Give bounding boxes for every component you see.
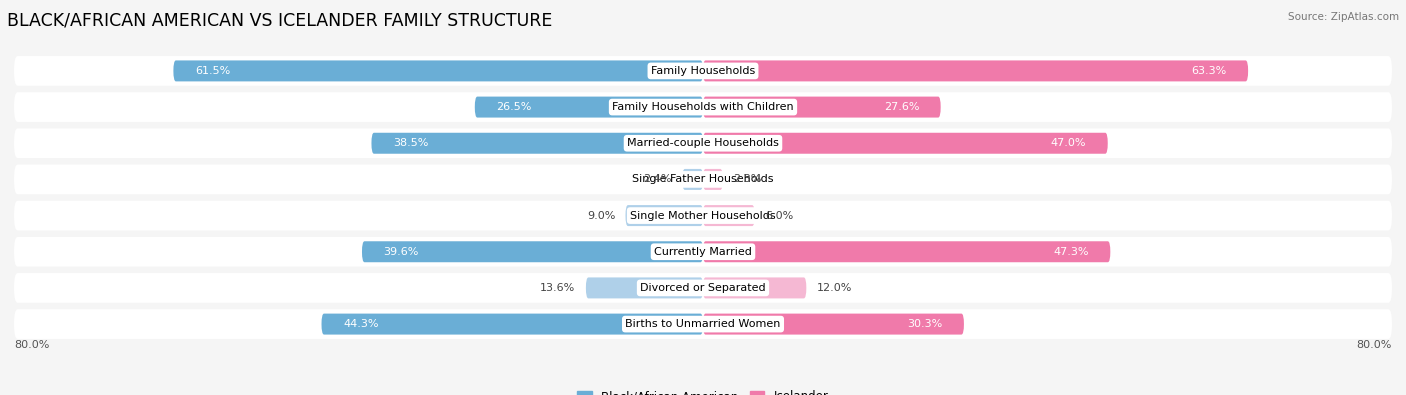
Text: Family Households: Family Households bbox=[651, 66, 755, 76]
Text: BLACK/AFRICAN AMERICAN VS ICELANDER FAMILY STRUCTURE: BLACK/AFRICAN AMERICAN VS ICELANDER FAMI… bbox=[7, 12, 553, 30]
Text: 9.0%: 9.0% bbox=[586, 211, 616, 220]
FancyBboxPatch shape bbox=[14, 201, 1392, 230]
FancyBboxPatch shape bbox=[14, 165, 1392, 194]
Text: 30.3%: 30.3% bbox=[907, 319, 942, 329]
Legend: Black/African American, Icelander: Black/African American, Icelander bbox=[572, 385, 834, 395]
Text: 39.6%: 39.6% bbox=[384, 247, 419, 257]
Text: 44.3%: 44.3% bbox=[343, 319, 378, 329]
Text: 12.0%: 12.0% bbox=[817, 283, 852, 293]
Text: 6.0%: 6.0% bbox=[765, 211, 793, 220]
FancyBboxPatch shape bbox=[371, 133, 703, 154]
Text: 47.3%: 47.3% bbox=[1053, 247, 1088, 257]
Text: 26.5%: 26.5% bbox=[496, 102, 531, 112]
Text: Married-couple Households: Married-couple Households bbox=[627, 138, 779, 148]
FancyBboxPatch shape bbox=[703, 169, 723, 190]
FancyBboxPatch shape bbox=[703, 241, 1111, 262]
FancyBboxPatch shape bbox=[626, 205, 703, 226]
Text: Births to Unmarried Women: Births to Unmarried Women bbox=[626, 319, 780, 329]
FancyBboxPatch shape bbox=[14, 56, 1392, 86]
FancyBboxPatch shape bbox=[703, 314, 965, 335]
Text: 13.6%: 13.6% bbox=[540, 283, 575, 293]
FancyBboxPatch shape bbox=[703, 205, 755, 226]
Text: 47.0%: 47.0% bbox=[1050, 138, 1087, 148]
Text: 27.6%: 27.6% bbox=[883, 102, 920, 112]
Text: 38.5%: 38.5% bbox=[392, 138, 429, 148]
FancyBboxPatch shape bbox=[14, 273, 1392, 303]
FancyBboxPatch shape bbox=[14, 92, 1392, 122]
Text: 63.3%: 63.3% bbox=[1191, 66, 1226, 76]
Text: Currently Married: Currently Married bbox=[654, 247, 752, 257]
Text: 2.3%: 2.3% bbox=[733, 175, 762, 184]
FancyBboxPatch shape bbox=[361, 241, 703, 262]
Text: 2.4%: 2.4% bbox=[644, 175, 672, 184]
Text: Single Father Households: Single Father Households bbox=[633, 175, 773, 184]
Text: 80.0%: 80.0% bbox=[1357, 340, 1392, 350]
FancyBboxPatch shape bbox=[703, 277, 807, 298]
FancyBboxPatch shape bbox=[14, 309, 1392, 339]
FancyBboxPatch shape bbox=[475, 97, 703, 118]
FancyBboxPatch shape bbox=[703, 60, 1249, 81]
FancyBboxPatch shape bbox=[703, 133, 1108, 154]
Text: Source: ZipAtlas.com: Source: ZipAtlas.com bbox=[1288, 12, 1399, 22]
FancyBboxPatch shape bbox=[703, 97, 941, 118]
FancyBboxPatch shape bbox=[586, 277, 703, 298]
Text: 61.5%: 61.5% bbox=[195, 66, 231, 76]
Text: Single Mother Households: Single Mother Households bbox=[630, 211, 776, 220]
FancyBboxPatch shape bbox=[14, 237, 1392, 267]
FancyBboxPatch shape bbox=[14, 128, 1392, 158]
Text: 80.0%: 80.0% bbox=[14, 340, 49, 350]
Text: Family Households with Children: Family Households with Children bbox=[612, 102, 794, 112]
FancyBboxPatch shape bbox=[682, 169, 703, 190]
FancyBboxPatch shape bbox=[173, 60, 703, 81]
Text: Divorced or Separated: Divorced or Separated bbox=[640, 283, 766, 293]
FancyBboxPatch shape bbox=[322, 314, 703, 335]
